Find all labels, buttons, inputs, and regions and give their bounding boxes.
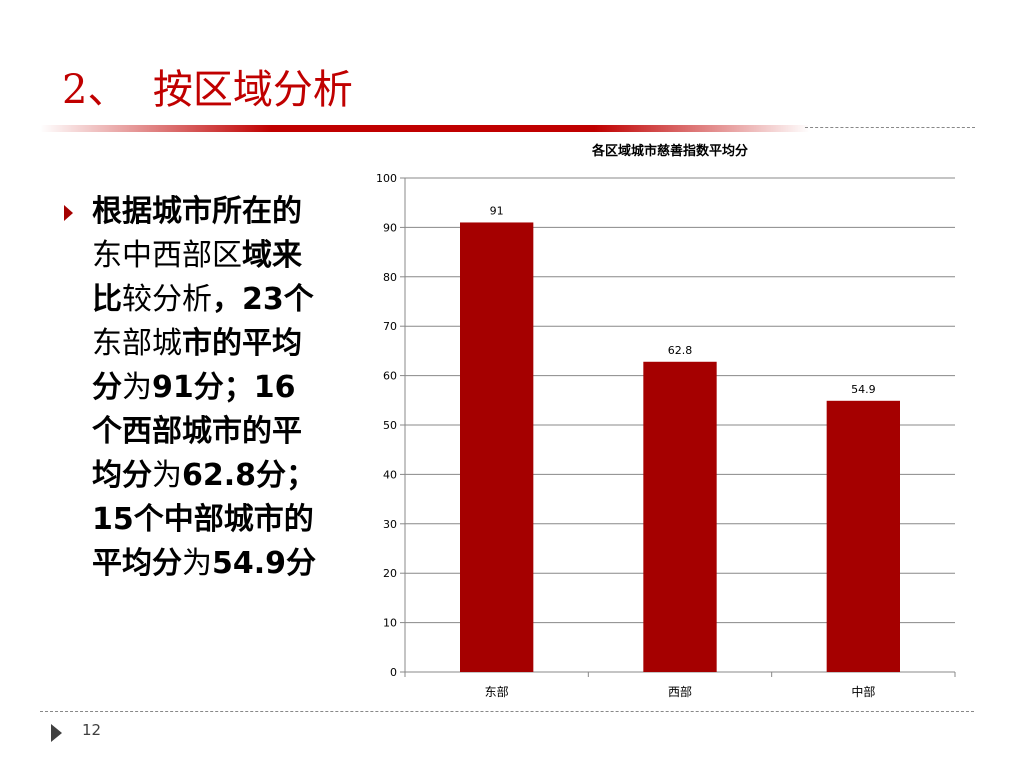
bullet-text-run: 54.9分 bbox=[212, 546, 317, 581]
y-tick-label: 100 bbox=[376, 172, 397, 185]
bullet-text-run: 为 bbox=[152, 458, 182, 493]
bullet-text-run: 域来比 bbox=[92, 238, 302, 317]
bar-3 bbox=[826, 400, 900, 672]
bullet-text-run: 东部城 bbox=[92, 326, 182, 361]
bullet-text-run: 62.8分；15个中部城市的平均分 bbox=[92, 458, 317, 581]
y-tick-label: 30 bbox=[383, 518, 397, 531]
bullet-text-run: 较分析 bbox=[122, 282, 212, 317]
slide-title: 2、 按区域分析 bbox=[62, 67, 353, 113]
bullet-text-run: 根据城市所在的 bbox=[92, 194, 302, 229]
y-tick-label: 20 bbox=[383, 567, 397, 580]
y-tick-label: 50 bbox=[383, 419, 397, 432]
top-dashed-divider bbox=[805, 127, 975, 128]
y-tick-label: 60 bbox=[383, 370, 397, 383]
x-category-label: 西部 bbox=[668, 684, 692, 699]
data-label: 54.9 bbox=[851, 383, 876, 396]
title-underline bbox=[40, 125, 810, 132]
bar-2 bbox=[643, 361, 717, 672]
bullet-text-run: 市的平均分 bbox=[92, 326, 302, 405]
footer-dashed-divider bbox=[40, 711, 974, 712]
y-tick-label: 80 bbox=[383, 271, 397, 284]
y-tick-label: 40 bbox=[383, 468, 397, 481]
bullet-text-run: 为 bbox=[182, 546, 212, 581]
bullet-paragraph: 根据城市所在的东中西部区域来比较分析，23个东部城市的平均分为91分；16个西部… bbox=[92, 190, 318, 586]
y-tick-label: 70 bbox=[383, 320, 397, 333]
x-category-label: 中部 bbox=[851, 684, 875, 699]
footer-arrow-icon bbox=[51, 724, 62, 742]
y-tick-label: 0 bbox=[390, 666, 397, 679]
bullet-text-run: 东中西部区 bbox=[92, 238, 242, 273]
bar-chart: 0 10 20 30 40 50 60 70 80 90 100 91 东部 62.8 西部 54.9 中部 bbox=[376, 172, 956, 699]
bullet-arrow-icon bbox=[64, 205, 73, 221]
x-category-label: 东部 bbox=[485, 684, 509, 699]
bullet-text-run: 91分；16个西部城市的平均分 bbox=[92, 370, 302, 493]
bullet-text-run: ，23个 bbox=[212, 282, 314, 317]
bar-1 bbox=[460, 222, 534, 672]
chart-title: 各区域城市慈善指数平均分 bbox=[591, 144, 748, 159]
bullet-text-run: 为 bbox=[122, 370, 152, 405]
page-number: 12 bbox=[82, 721, 102, 739]
y-tick-label: 90 bbox=[383, 221, 397, 234]
data-label: 91 bbox=[490, 204, 504, 217]
data-label: 62.8 bbox=[668, 344, 693, 357]
y-tick-label: 10 bbox=[383, 617, 397, 630]
